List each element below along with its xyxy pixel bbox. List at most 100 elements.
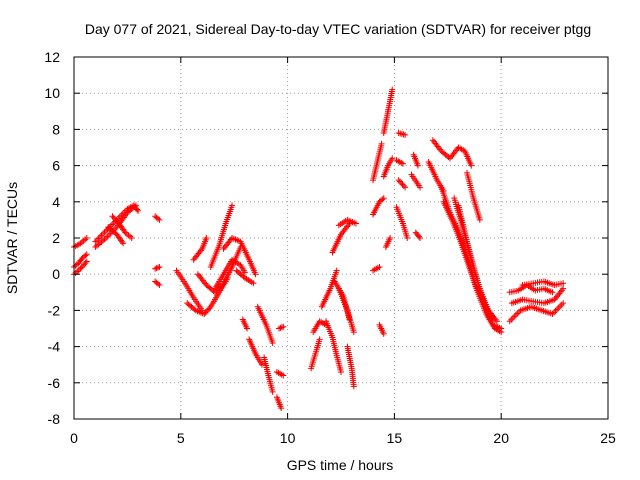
- data-point: [352, 220, 359, 227]
- series-track: [344, 343, 357, 390]
- data-point: [338, 368, 344, 375]
- data-point: [395, 177, 402, 184]
- data-point: [512, 312, 519, 319]
- data-point: [404, 235, 411, 241]
- data-point: [153, 265, 160, 272]
- data-point: [258, 361, 265, 368]
- data-point: [120, 240, 127, 247]
- data-point: [476, 216, 483, 223]
- data-point: [380, 330, 387, 337]
- data-point: [155, 280, 162, 287]
- data-point: [206, 305, 213, 312]
- data-point: [468, 162, 475, 169]
- series-track: [152, 278, 163, 289]
- data-point: [333, 267, 340, 274]
- data-point: [350, 383, 357, 390]
- data-point: [82, 252, 89, 259]
- data-point: [511, 313, 518, 320]
- data-point: [278, 324, 285, 331]
- data-point: [83, 251, 90, 258]
- data-point: [550, 309, 557, 316]
- data-point: [415, 233, 422, 240]
- x-tick-label: 10: [280, 430, 296, 446]
- x-tick-label: 15: [387, 430, 403, 446]
- series-track: [382, 235, 394, 251]
- series-track: [276, 323, 287, 332]
- series-track: [239, 316, 251, 332]
- series-track: [261, 354, 276, 395]
- series-track: [207, 202, 236, 270]
- data-point: [92, 238, 99, 245]
- data-point: [560, 285, 567, 292]
- data-point: [241, 269, 248, 276]
- series-track: [109, 213, 135, 241]
- data-point: [277, 324, 284, 331]
- data-point: [389, 86, 396, 93]
- series-track: [335, 285, 357, 336]
- data-point: [560, 280, 567, 287]
- data-point: [128, 235, 135, 241]
- series-track: [451, 195, 500, 325]
- data-point: [278, 405, 285, 412]
- series-track: [395, 130, 409, 138]
- y-tick-labels: -8 -6 -4 -2 0 2 4 6 8 10 12: [44, 49, 60, 427]
- series-track: [211, 256, 248, 292]
- axis-ticks: [73, 56, 609, 420]
- series-track: [506, 282, 556, 296]
- data-point: [244, 325, 251, 332]
- data-point: [554, 306, 561, 313]
- y-tick-label: -4: [48, 339, 61, 355]
- series-track: [410, 151, 421, 169]
- series-track: [184, 274, 231, 318]
- y-tick-label: 8: [52, 121, 60, 137]
- x-tick-labels: 0 5 10 15 20 25: [70, 430, 616, 446]
- series-track: [393, 157, 406, 167]
- data-point: [280, 372, 287, 379]
- series-track: [380, 155, 396, 180]
- data-point: [269, 339, 276, 346]
- data-point: [203, 235, 210, 241]
- series-track: [408, 171, 424, 191]
- data-point: [350, 329, 357, 336]
- x-tick-label: 25: [600, 430, 616, 446]
- data-point: [269, 388, 276, 395]
- data-point: [417, 235, 424, 241]
- data-point: [252, 271, 259, 278]
- data-point: [396, 178, 403, 185]
- data-point: [203, 308, 210, 315]
- data-point: [156, 282, 163, 289]
- data-point: [205, 306, 212, 313]
- data-point: [557, 303, 564, 310]
- series-track: [152, 213, 163, 223]
- series-track: [370, 140, 385, 184]
- data-point: [250, 280, 257, 287]
- data-point: [376, 263, 383, 270]
- series-track: [105, 224, 127, 247]
- data-point: [83, 258, 90, 265]
- data-point: [560, 300, 567, 307]
- series-track: [152, 263, 163, 272]
- data-point: [276, 325, 283, 332]
- data-point: [380, 195, 387, 202]
- data-point: [135, 207, 142, 214]
- data-point: [316, 336, 323, 343]
- data-point: [79, 262, 86, 269]
- y-tick-label: 2: [52, 230, 60, 246]
- data-point: [400, 182, 407, 189]
- x-tick-label: 20: [493, 430, 509, 446]
- series-track: [190, 235, 210, 263]
- data-point: [110, 214, 117, 221]
- data-point: [506, 318, 513, 325]
- data-point: [112, 216, 119, 223]
- x-axis-label: GPS time / hours: [287, 457, 394, 473]
- series-track: [246, 336, 265, 368]
- data-point: [508, 316, 515, 323]
- x-tick-label: 0: [70, 430, 78, 446]
- y-axis-label: SDTVAR / TECUs: [4, 182, 20, 294]
- data-points: [71, 86, 567, 412]
- data-point: [387, 235, 394, 241]
- data-point: [229, 202, 236, 209]
- data-point: [398, 179, 405, 186]
- y-tick-label: 12: [44, 49, 60, 65]
- x-tick-label: 5: [177, 430, 185, 446]
